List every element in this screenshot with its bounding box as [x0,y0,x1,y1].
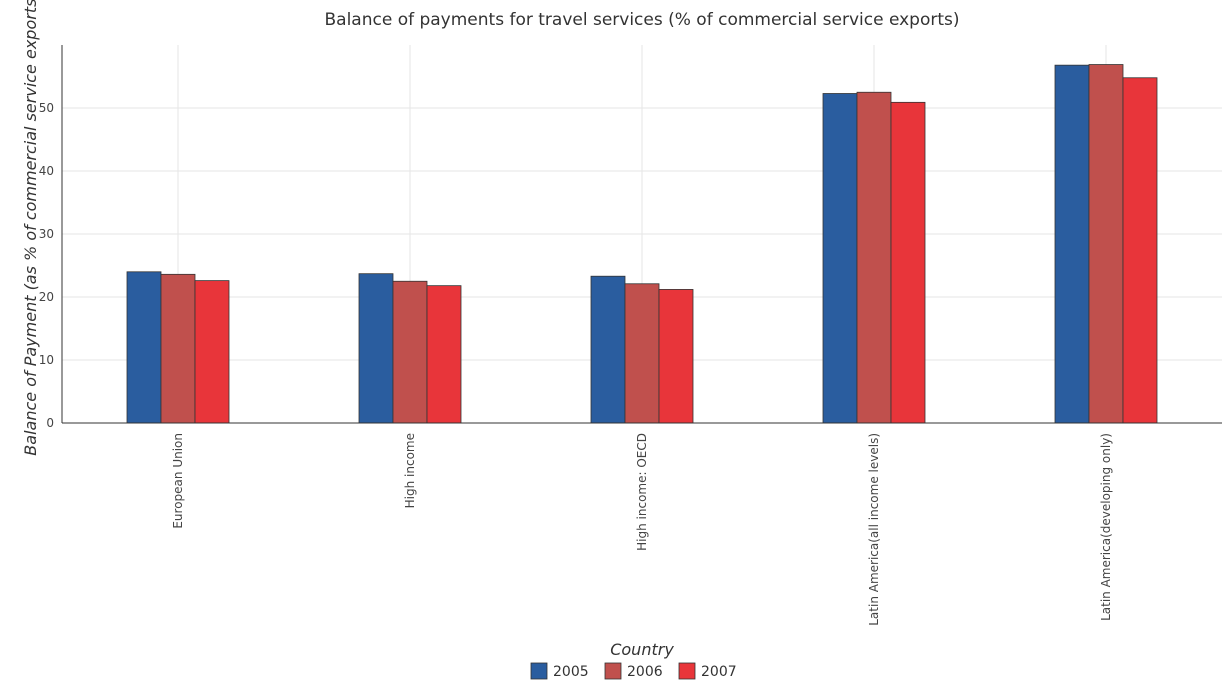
bar-2007-2 [658,289,694,424]
x-tick-label: Latin America(developing only) [1099,433,1113,621]
axes: 0 10 20 30 40 50 European Union High income High… [39,45,1222,626]
x-tick-label: High income: OECD [635,433,649,551]
y-axis-label: Balance of Payment (as % of commercial s… [21,0,40,456]
legend: 2005 2006 2007 [530,662,737,680]
bar-2005-1 [358,273,394,424]
bar-2007-3 [890,101,926,424]
bar-2006-3 [856,91,892,424]
bar-2005-2 [590,275,626,424]
bar-2005-4 [1054,64,1090,424]
y-tick-label: 0 [46,416,54,430]
legend-label-2007: 2007 [701,664,737,680]
y-tick-label: 30 [39,227,54,241]
y-tick-label: 40 [39,164,54,178]
chart-title: Balance of payments for travel services … [324,10,959,30]
legend-swatch-2005 [530,662,548,680]
legend-label-2006: 2006 [627,664,663,680]
bar-2007-0 [194,280,230,424]
bar-2007-1 [426,285,462,424]
bar-2006-1 [392,280,428,424]
x-tick-label: High income [403,433,417,508]
bar-2005-3 [822,93,858,424]
y-tick-label: 50 [39,101,54,115]
legend-swatch-2007 [678,662,696,680]
x-tick-label: Latin America(all income levels) [867,433,881,626]
bar-2006-2 [624,283,660,424]
legend-label-2005: 2005 [553,664,589,680]
bar-2006-4 [1088,64,1124,424]
bars [126,64,1158,424]
legend-swatch-2006 [604,662,622,680]
bar-2005-0 [126,271,162,424]
y-tick-label: 20 [39,290,54,304]
x-axis-label: Country [610,640,674,659]
bar-2006-0 [160,273,196,424]
bar-2007-4 [1122,77,1158,424]
x-tick-label: European Union [171,433,185,529]
y-tick-label: 10 [39,353,54,367]
